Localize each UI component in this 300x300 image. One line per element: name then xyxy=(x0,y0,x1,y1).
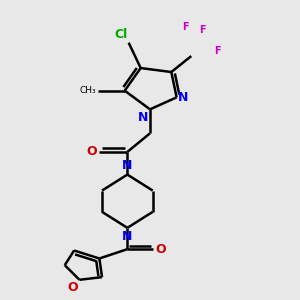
Text: F: F xyxy=(214,46,220,56)
Text: Cl: Cl xyxy=(114,28,128,40)
Text: F: F xyxy=(199,25,205,35)
Text: O: O xyxy=(68,281,78,294)
Text: N: N xyxy=(178,91,188,104)
Text: O: O xyxy=(155,243,166,256)
Text: N: N xyxy=(138,111,149,124)
Text: N: N xyxy=(122,159,133,172)
Text: CH₃: CH₃ xyxy=(79,86,96,95)
Text: F: F xyxy=(182,22,189,32)
Text: N: N xyxy=(122,230,133,243)
Text: O: O xyxy=(86,146,97,158)
